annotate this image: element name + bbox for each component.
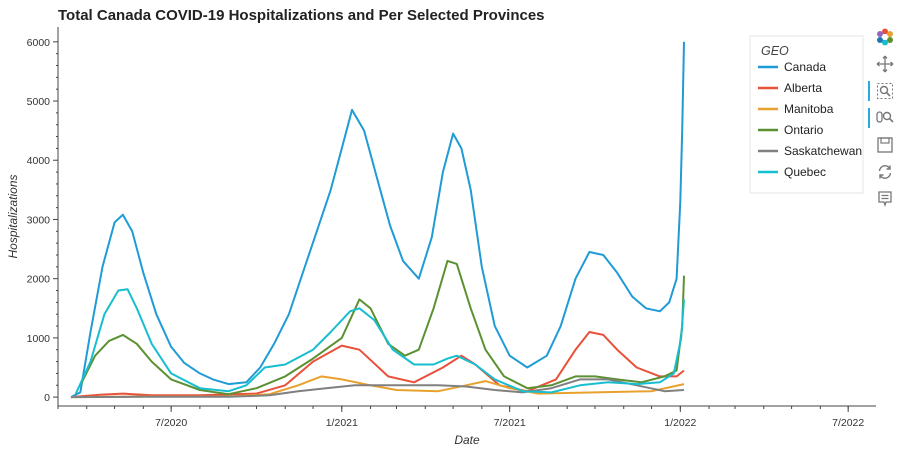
y-tick-label: 4000 [27, 155, 51, 167]
legend-item-canada[interactable]: Canada [758, 60, 826, 74]
legend-item-alberta[interactable]: Alberta [758, 81, 822, 95]
x-tick-label: 1/2021 [326, 417, 358, 429]
series-line-saskatchewan [70, 378, 685, 399]
bokeh-logo-icon [877, 28, 893, 46]
legend-label: Ontario [784, 123, 824, 137]
x-tick-label: 7/2020 [155, 417, 187, 429]
chart-title: Total Canada COVID-19 Hospitalizations a… [58, 7, 545, 24]
legend-item-manitoba[interactable]: Manitoba [758, 102, 834, 116]
y-axis-label: Hospitalizations [6, 174, 20, 258]
x-tick-label: 1/2022 [664, 417, 696, 429]
x-axis-label: Date [454, 433, 480, 447]
legend-label: Canada [784, 60, 826, 74]
y-tick-label: 6000 [27, 37, 51, 49]
series-layer [70, 41, 685, 399]
pan-icon [876, 55, 894, 73]
hover-tool[interactable] [872, 186, 898, 212]
legend-label: Quebec [784, 165, 826, 179]
legend-item-quebec[interactable]: Quebec [758, 165, 826, 179]
y-tick-label: 2000 [27, 274, 51, 286]
save-icon [877, 137, 893, 153]
y-tick-label: 1000 [27, 333, 51, 345]
plot-area[interactable] [58, 27, 876, 406]
series-line-alberta [70, 331, 685, 399]
y-tick-label: 0 [44, 392, 50, 404]
save-tool[interactable] [872, 132, 898, 158]
bokeh-logo[interactable] [872, 24, 898, 50]
x-tick-label: 7/2022 [832, 417, 864, 429]
legend-box [749, 35, 864, 194]
legend[interactable]: GEO Canada Alberta Manitoba Ontario Saskatch… [749, 35, 864, 194]
y-tick-label: 5000 [27, 96, 51, 108]
legend-label: Saskatchewan [784, 144, 862, 158]
toolbar [868, 24, 902, 213]
legend-label: Alberta [784, 81, 822, 95]
series-line-quebec [74, 288, 685, 395]
wheel-zoom-tool[interactable] [868, 105, 898, 131]
y-tick-label: 3000 [27, 214, 51, 226]
box-zoom-tool[interactable] [868, 78, 898, 104]
series-line-ontario [79, 259, 685, 396]
wheel-zoom-icon [876, 111, 894, 123]
hover-icon [878, 191, 892, 208]
plot-background [58, 27, 876, 406]
reset-icon [878, 165, 892, 179]
legend-label: Manitoba [784, 102, 834, 116]
box-zoom-icon [877, 83, 893, 99]
series-line-canada [70, 41, 685, 398]
axes: 0 1000 2000 3000 4000 5000 6000 7/2020 1/2021 7/2… [27, 27, 876, 429]
x-tick-label: 7/2021 [494, 417, 526, 429]
pan-tool[interactable] [872, 51, 898, 77]
legend-title: GEO [761, 44, 789, 58]
legend-item-saskatchewan[interactable]: Saskatchewan [758, 144, 862, 158]
legend-item-ontario[interactable]: Ontario [758, 123, 824, 137]
reset-tool[interactable] [872, 159, 898, 185]
